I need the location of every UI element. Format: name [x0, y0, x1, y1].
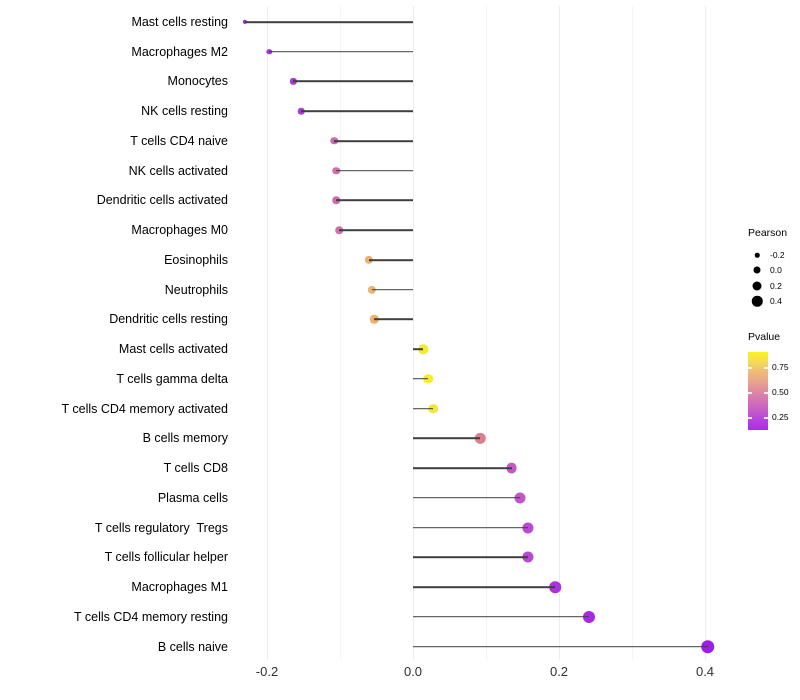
colorbar-label: 0.25: [772, 412, 789, 422]
lollipop-dot: [522, 551, 534, 563]
lollipop-stem: [293, 80, 413, 83]
pvalue-colorbar: [748, 352, 768, 430]
lollipop-stem: [413, 407, 434, 410]
lollipop-stem: [413, 348, 424, 350]
y-axis-label: Macrophages M2: [131, 44, 228, 59]
lollipop-stem: [372, 288, 413, 291]
lollipop-stem: [413, 378, 429, 380]
y-axis-label: B cells memory: [142, 431, 228, 446]
lollipop-dot: [428, 403, 439, 414]
lollipop-stem: [339, 229, 413, 231]
y-axis-label: NK cells resting: [141, 104, 228, 119]
y-axis-label: Neutrophils: [164, 282, 228, 297]
y-axis-label: Macrophages M0: [131, 223, 228, 238]
lollipop-dot: [506, 462, 517, 474]
y-axis-label: T cells CD4 memory resting: [74, 609, 228, 624]
y-axis-label: T cells regulatory Tregs: [94, 520, 228, 535]
lollipop-stem: [413, 437, 481, 440]
gridline: [267, 6, 268, 660]
lollipop-stem: [334, 140, 413, 142]
lollipop-stem: [413, 467, 512, 469]
y-axis-label: T cells CD4 naive: [130, 133, 228, 148]
lollipop-dot: [418, 344, 428, 354]
colorbar-tick: [748, 367, 752, 369]
x-axis-tick-label: 0.0: [403, 664, 423, 679]
y-axis-label: T cells CD4 memory activated: [61, 401, 229, 416]
lollipop-stem: [413, 586, 556, 588]
colorbar-label: 0.50: [772, 387, 789, 397]
y-axis-label: T cells follicular helper: [104, 550, 228, 565]
lollipop-stem: [301, 110, 413, 113]
colorbar-tick: [764, 392, 768, 394]
size-legend-dot: [754, 252, 760, 258]
size-legend-label: -0.2: [770, 250, 785, 260]
lollipop-stem: [374, 318, 413, 321]
y-axis-label: Dendritic cells activated: [96, 193, 228, 208]
color-legend-title: Pvalue: [748, 331, 781, 343]
gridline: [559, 6, 560, 660]
lollipop-stem: [413, 497, 520, 499]
size-legend-title: Pearson: [748, 227, 788, 239]
colorbar-tick: [748, 392, 752, 394]
y-axis-label: T cells CD8: [163, 461, 228, 476]
lollipop-stem: [369, 259, 413, 261]
x-axis-tick-label: 0.4: [695, 664, 715, 679]
lollipop-dot: [423, 374, 434, 384]
y-axis-label: Mast cells resting: [131, 15, 228, 29]
gridline: [486, 6, 487, 660]
x-axis-tick-label: -0.2: [255, 664, 279, 679]
lollipop-stem: [413, 556, 528, 559]
colorbar-label: 0.75: [772, 362, 789, 372]
lollipop-stem: [269, 50, 413, 53]
y-axis-label: Macrophages M1: [131, 580, 228, 595]
lollipop-dot: [582, 610, 595, 623]
y-axis-label: Dendritic cells resting: [109, 312, 228, 327]
lollipop-dot: [514, 492, 526, 504]
y-axis-label: B cells naive: [157, 639, 228, 654]
gridline: [705, 6, 706, 660]
y-axis-label: Plasma cells: [157, 490, 228, 505]
y-axis-label: T cells gamma delta: [116, 371, 228, 386]
colorbar-tick: [764, 367, 768, 369]
x-axis-tick-label: 0.2: [549, 664, 569, 679]
size-legend-dot: [753, 266, 761, 274]
lollipop-stem: [336, 199, 413, 202]
y-axis-label: Mast cells activated: [118, 342, 228, 357]
colorbar-tick: [748, 417, 752, 419]
lollipop-stem: [245, 21, 413, 23]
lollipop-dot: [701, 639, 715, 654]
size-legend-dot: [752, 281, 762, 291]
lollipop-stem: [336, 169, 413, 172]
size-legend-label: 0.2: [770, 281, 782, 291]
y-axis-label: NK cells activated: [128, 163, 228, 178]
gridline: [413, 6, 414, 660]
gridline: [632, 6, 633, 660]
lollipop-dot: [549, 581, 562, 593]
size-legend-label: 0.0: [770, 265, 782, 275]
size-legend-label: 0.4: [770, 296, 782, 306]
lollipop-stem: [413, 616, 589, 618]
y-axis-label: Eosinophils: [164, 252, 228, 267]
lollipop-stem: [413, 526, 528, 529]
gridline: [340, 6, 341, 660]
lollipop-dot: [474, 433, 486, 444]
lollipop-stem: [413, 645, 708, 648]
y-axis-label: Monocytes: [167, 74, 228, 89]
colorbar-tick: [764, 417, 768, 419]
plot-panel: [232, 6, 738, 660]
size-legend-dot: [751, 295, 763, 307]
lollipop-dot: [522, 522, 534, 534]
